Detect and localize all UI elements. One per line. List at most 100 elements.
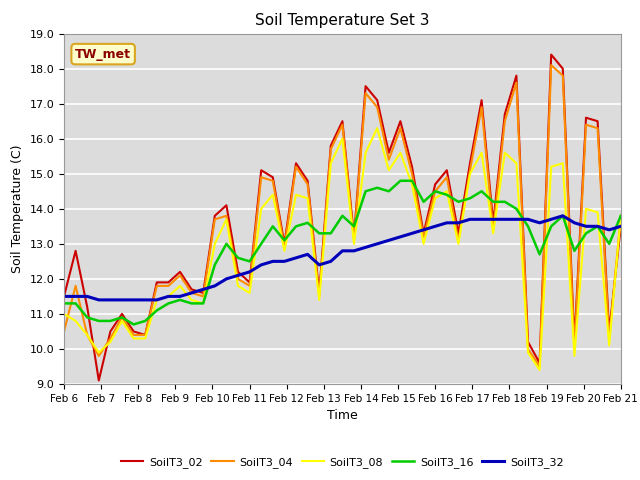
SoilT3_32 — [83, 293, 91, 300]
SoilT3_04 — [431, 188, 439, 194]
SoilT3_16 — [118, 314, 126, 320]
SoilT3_16 — [188, 300, 195, 306]
SoilT3_16 — [524, 224, 532, 229]
SoilT3_08 — [339, 136, 346, 142]
SoilT3_08 — [95, 349, 102, 355]
SoilT3_08 — [605, 343, 613, 348]
SoilT3_04 — [362, 90, 369, 96]
SoilT3_02 — [269, 174, 276, 180]
Line: SoilT3_08: SoilT3_08 — [64, 128, 621, 370]
SoilT3_16 — [316, 230, 323, 236]
SoilT3_04 — [130, 332, 138, 338]
SoilT3_32 — [106, 297, 115, 303]
SoilT3_32 — [362, 244, 369, 250]
SoilT3_16 — [617, 213, 625, 219]
SoilT3_16 — [443, 192, 451, 198]
SoilT3_16 — [490, 199, 497, 204]
SoilT3_02 — [246, 279, 253, 285]
SoilT3_02 — [83, 304, 91, 310]
SoilT3_08 — [524, 349, 532, 355]
SoilT3_02 — [339, 119, 346, 124]
SoilT3_32 — [571, 220, 579, 226]
SoilT3_02 — [280, 241, 288, 247]
SoilT3_08 — [477, 150, 485, 156]
SoilT3_04 — [72, 283, 79, 289]
SoilT3_04 — [466, 168, 474, 173]
SoilT3_02 — [397, 119, 404, 124]
SoilT3_02 — [130, 328, 138, 334]
SoilT3_16 — [60, 300, 68, 306]
Line: SoilT3_16: SoilT3_16 — [64, 181, 621, 324]
SoilT3_02 — [141, 332, 149, 338]
SoilT3_32 — [280, 258, 288, 264]
SoilT3_32 — [257, 262, 265, 268]
SoilT3_32 — [490, 216, 497, 222]
SoilT3_02 — [304, 178, 312, 184]
SoilT3_08 — [83, 332, 91, 338]
SoilT3_08 — [420, 241, 428, 247]
SoilT3_04 — [83, 332, 91, 338]
SoilT3_02 — [164, 279, 172, 285]
SoilT3_32 — [316, 262, 323, 268]
SoilT3_08 — [72, 318, 79, 324]
SoilT3_16 — [130, 322, 138, 327]
SoilT3_32 — [176, 293, 184, 300]
SoilT3_04 — [106, 336, 115, 341]
SoilT3_04 — [582, 122, 590, 128]
SoilT3_04 — [408, 171, 416, 177]
SoilT3_16 — [141, 318, 149, 324]
SoilT3_02 — [559, 66, 566, 72]
SoilT3_32 — [594, 224, 602, 229]
SoilT3_08 — [594, 209, 602, 215]
SoilT3_32 — [246, 269, 253, 275]
SoilT3_02 — [95, 378, 102, 384]
SoilT3_32 — [408, 230, 416, 236]
SoilT3_16 — [431, 188, 439, 194]
SoilT3_02 — [617, 224, 625, 229]
SoilT3_32 — [60, 293, 68, 300]
SoilT3_02 — [431, 181, 439, 187]
SoilT3_04 — [559, 73, 566, 79]
SoilT3_04 — [211, 216, 219, 222]
SoilT3_04 — [280, 244, 288, 250]
SoilT3_08 — [188, 297, 195, 303]
SoilT3_08 — [350, 241, 358, 247]
SoilT3_16 — [327, 230, 335, 236]
SoilT3_16 — [547, 224, 555, 229]
X-axis label: Time: Time — [327, 409, 358, 422]
SoilT3_08 — [547, 164, 555, 169]
SoilT3_16 — [280, 238, 288, 243]
SoilT3_02 — [153, 279, 161, 285]
SoilT3_08 — [130, 336, 138, 341]
SoilT3_16 — [559, 213, 566, 219]
SoilT3_08 — [223, 216, 230, 222]
SoilT3_32 — [72, 293, 79, 300]
SoilT3_32 — [234, 273, 242, 278]
SoilT3_32 — [513, 216, 520, 222]
SoilT3_08 — [316, 297, 323, 303]
SoilT3_32 — [153, 297, 161, 303]
SoilT3_04 — [316, 293, 323, 300]
SoilT3_04 — [118, 314, 126, 320]
SoilT3_04 — [477, 104, 485, 110]
SoilT3_16 — [223, 241, 230, 247]
SoilT3_32 — [431, 224, 439, 229]
SoilT3_04 — [397, 125, 404, 131]
SoilT3_08 — [280, 248, 288, 254]
SoilT3_08 — [385, 168, 392, 173]
SoilT3_16 — [373, 185, 381, 191]
SoilT3_04 — [350, 238, 358, 243]
SoilT3_04 — [153, 283, 161, 289]
SoilT3_08 — [327, 160, 335, 166]
SoilT3_02 — [362, 84, 369, 89]
SoilT3_04 — [454, 238, 462, 243]
SoilT3_32 — [385, 238, 392, 243]
SoilT3_02 — [477, 97, 485, 103]
SoilT3_04 — [257, 174, 265, 180]
SoilT3_02 — [234, 269, 242, 275]
SoilT3_16 — [420, 199, 428, 204]
SoilT3_32 — [477, 216, 485, 222]
SoilT3_32 — [559, 213, 566, 219]
SoilT3_02 — [292, 160, 300, 166]
SoilT3_02 — [466, 160, 474, 166]
